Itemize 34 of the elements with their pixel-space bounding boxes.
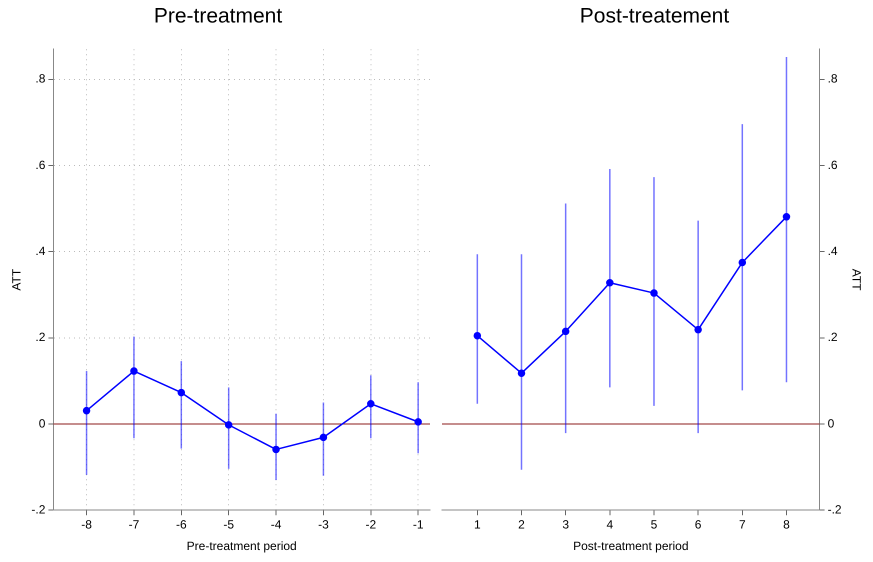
x-tick-label: -2: [365, 518, 376, 532]
x-tick-label: -6: [176, 518, 187, 532]
y2-tick-label: 0: [828, 416, 835, 430]
y2-tick-label: .8: [828, 72, 838, 86]
chart-title: Pre-treatment: [154, 4, 282, 28]
x-tick-label: -3: [318, 518, 330, 532]
x-tick-label: 2: [518, 518, 526, 532]
y2-tick-label: -.2: [828, 502, 842, 517]
y2-axis-title: ATT: [849, 268, 864, 292]
y2-tick-label: .4: [828, 244, 838, 258]
y-tick-label: .4: [35, 244, 46, 258]
x-tick-label: 4: [606, 518, 614, 532]
x-tick-label: 3: [562, 518, 570, 532]
x-tick-label: 1: [474, 518, 481, 532]
y-tick-label: -.2: [31, 502, 46, 517]
x-tick-label: -1: [412, 518, 424, 532]
chart-title: Post-treatement: [580, 4, 730, 28]
x-tick-label: -8: [81, 518, 92, 532]
x-tick-label: 7: [738, 518, 746, 532]
x-axis-title: Pre-treatment period: [186, 539, 297, 554]
x-tick-label: 8: [783, 518, 790, 532]
x-tick-label: -7: [128, 518, 140, 532]
x-axis-title: Post-treatment period: [573, 539, 688, 554]
y-axis-title: ATT: [10, 268, 24, 291]
x-tick-label: 5: [650, 518, 658, 532]
x-tick-label: 6: [694, 518, 702, 532]
y2-tick-label: .2: [828, 330, 838, 344]
y-tick-label: .2: [35, 330, 46, 344]
x-tick-label: -4: [270, 518, 282, 532]
y2-tick-label: .6: [828, 158, 838, 172]
x-tick-label: -5: [223, 518, 234, 532]
y-tick-label: 0: [38, 416, 46, 430]
y-tick-label: .8: [35, 72, 46, 86]
y-tick-label: .6: [35, 158, 46, 172]
